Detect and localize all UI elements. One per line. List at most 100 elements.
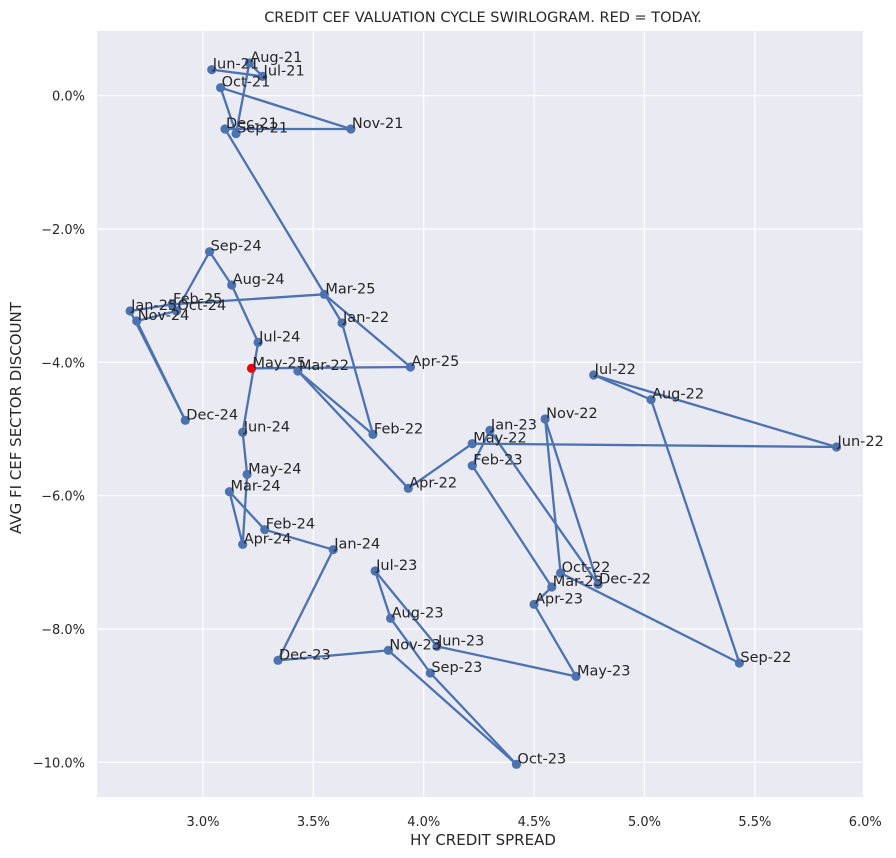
data-point — [171, 306, 182, 316]
point-label: Nov-23 — [389, 637, 441, 653]
data-point — [319, 289, 329, 299]
series-segment — [128, 309, 187, 422]
point-label: Jan-23 — [490, 417, 537, 433]
series-segment — [170, 293, 326, 306]
series-segment — [532, 603, 578, 678]
data-point — [383, 645, 393, 655]
point-label: Mar-25 — [325, 281, 375, 297]
x-tick-label: 5.0% — [628, 815, 661, 830]
series-segment — [373, 569, 439, 648]
series-segment — [219, 86, 353, 131]
point-label: Jul-23 — [375, 558, 417, 574]
point-label: Jun-24 — [243, 419, 290, 435]
point-label: Aug-24 — [233, 272, 285, 288]
point-label: Apr-24 — [244, 531, 292, 547]
grid — [97, 31, 863, 797]
data-point — [293, 366, 303, 376]
series-segment — [210, 68, 264, 78]
point-label: Nov-24 — [138, 308, 190, 324]
data-point — [368, 429, 378, 439]
x-tick-label: 5.5% — [738, 815, 771, 830]
series-segment — [429, 671, 518, 766]
point-label: Feb-24 — [266, 517, 315, 533]
today-point — [246, 363, 257, 373]
plot-background — [97, 31, 863, 797]
point-label: Jun-22 — [837, 434, 884, 450]
point-label: May-23 — [577, 663, 630, 679]
point-label: May-25 — [253, 355, 306, 371]
data-point — [132, 316, 142, 326]
point-label: Aug-23 — [392, 605, 444, 621]
data-point — [238, 539, 248, 549]
data-point — [646, 395, 656, 405]
x-tick-label: 4.0% — [407, 815, 440, 830]
series-segment — [592, 373, 653, 401]
series-segment — [340, 321, 375, 436]
data-point — [571, 671, 581, 681]
data-point — [403, 483, 413, 493]
y-axis-ticks: 0.0% −2.0% −4.0% −6.0% −8.0% −10.0% — [33, 90, 85, 772]
data-point — [593, 579, 603, 589]
series-segment — [387, 649, 518, 766]
y-tick-label: −8.0% — [41, 623, 85, 638]
data-point — [734, 658, 744, 668]
point-label: Feb-25 — [173, 291, 222, 307]
data-point — [540, 414, 550, 424]
series-segment — [219, 86, 238, 135]
point-label: Feb-23 — [473, 453, 522, 469]
data-point — [260, 525, 270, 535]
series-segment — [128, 303, 174, 313]
data-point — [253, 337, 263, 347]
series-segment — [228, 490, 244, 546]
data-point — [273, 655, 283, 665]
point-label: Nov-21 — [352, 116, 404, 132]
point-label: Aug-21 — [250, 50, 302, 66]
data-point — [242, 469, 252, 479]
y-tick-label: −10.0% — [33, 756, 85, 771]
series-segment — [296, 369, 375, 436]
data-point — [220, 124, 230, 134]
series-markers — [125, 58, 842, 769]
series-segment — [543, 417, 562, 575]
series-segment — [435, 645, 578, 678]
series-segment — [471, 464, 553, 589]
series-segment — [241, 341, 260, 434]
point-label: Apr-25 — [411, 354, 459, 370]
series-segment — [373, 569, 392, 620]
data-point — [485, 425, 495, 435]
series-segment — [234, 61, 251, 135]
series-segment — [543, 417, 600, 586]
x-tick-label: 4.5% — [518, 815, 551, 830]
point-label: May-22 — [473, 431, 526, 447]
chart-title: CREDIT CEF VALUATION CYCLE SWIRLOGRAM. R… — [264, 10, 702, 26]
data-point — [589, 370, 599, 380]
data-point — [831, 442, 842, 452]
point-label: Feb-22 — [374, 421, 423, 437]
x-tick-label: 3.5% — [297, 815, 330, 830]
point-label: Oct-24 — [177, 298, 226, 314]
point-label: Dec-21 — [226, 116, 278, 132]
data-point — [337, 318, 347, 328]
data-point — [328, 545, 338, 555]
point-label: Mar-24 — [230, 479, 280, 495]
point-label: Jan-24 — [333, 537, 380, 553]
data-point — [467, 461, 477, 471]
series-segment — [175, 250, 211, 313]
data-point — [125, 306, 135, 316]
series-segment — [488, 429, 600, 586]
data-point — [231, 129, 241, 139]
data-point — [425, 668, 435, 678]
data-point — [432, 641, 442, 651]
point-label: Jun-23 — [437, 633, 484, 649]
point-label: Jul-24 — [258, 329, 300, 345]
data-point — [385, 613, 396, 623]
point-label: Jul-22 — [594, 362, 636, 378]
data-point — [227, 280, 237, 290]
x-tick-label: 3.0% — [186, 815, 219, 830]
data-point — [405, 362, 416, 372]
data-point — [244, 58, 254, 68]
point-label: Sep-21 — [237, 121, 288, 137]
point-label: Apr-23 — [535, 591, 583, 607]
data-point — [167, 299, 177, 309]
